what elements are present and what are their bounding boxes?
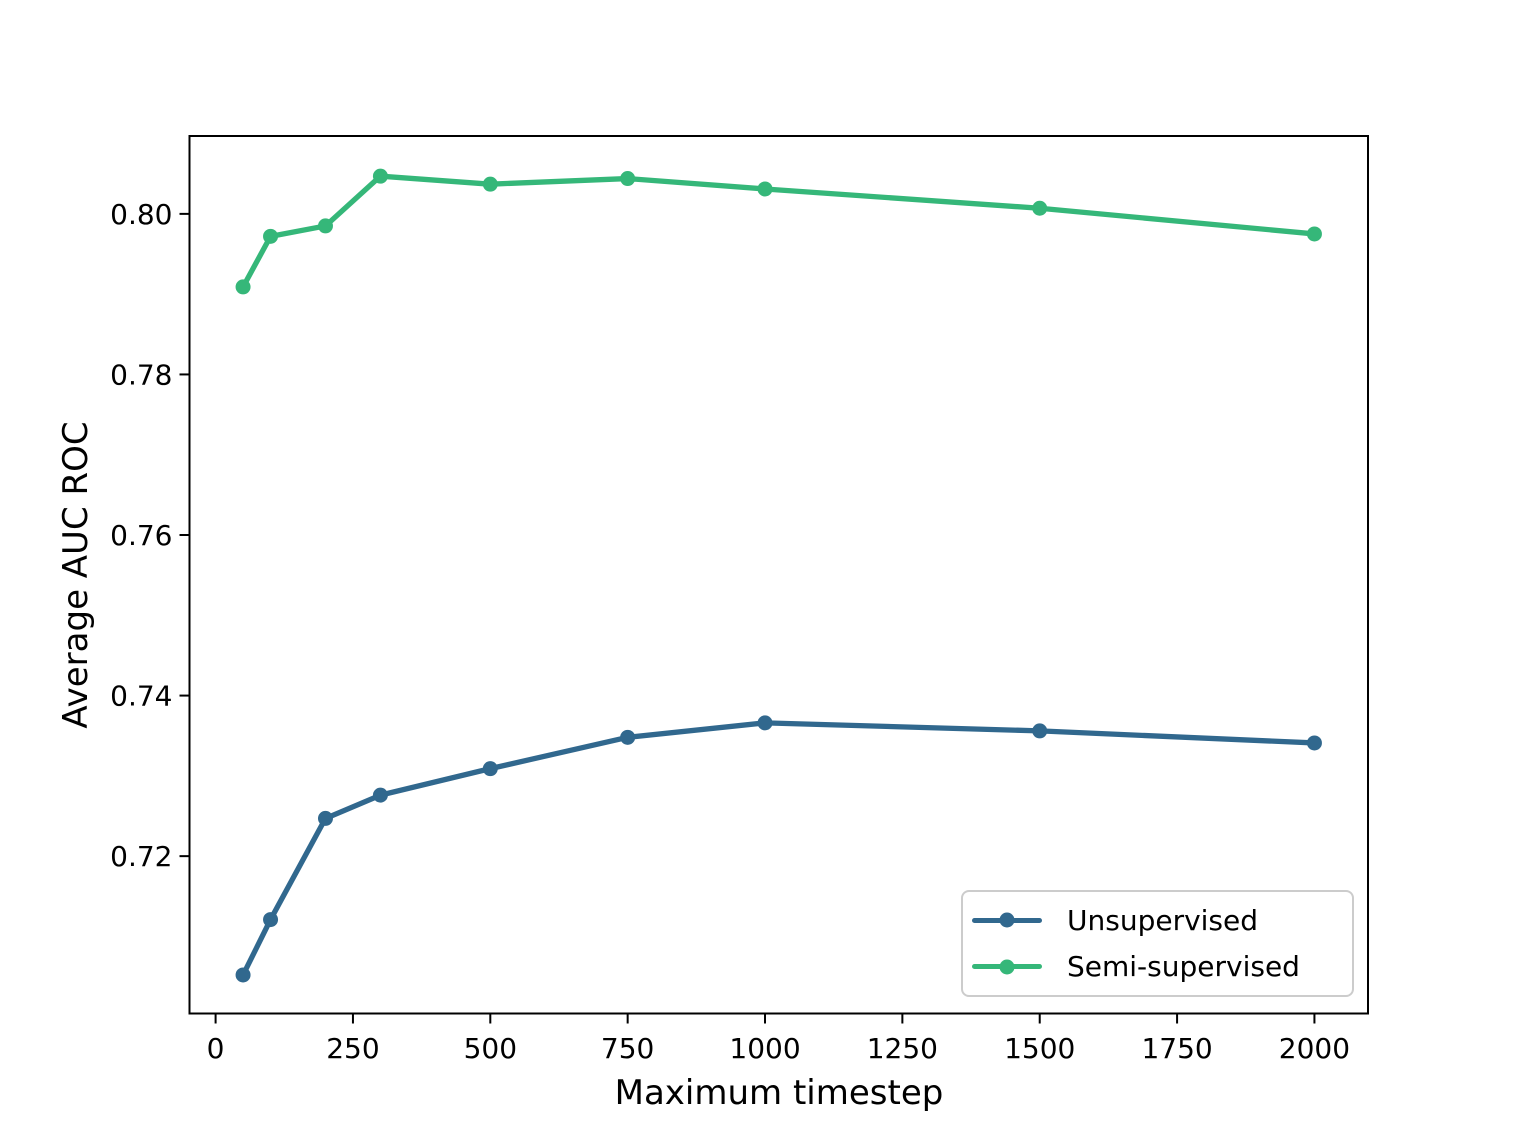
data-point <box>757 181 773 197</box>
x-tick-label: 1000 <box>729 1032 800 1065</box>
data-point <box>620 729 636 745</box>
data-point <box>317 810 333 826</box>
data-point <box>1306 735 1322 751</box>
x-tick-label: 500 <box>464 1032 517 1065</box>
data-point <box>235 279 251 295</box>
x-axis: 0 250 500 750 1000 1250 1500 1750 2000 <box>207 1014 1350 1065</box>
legend-item-unsupervised: Unsupervised <box>972 897 1352 944</box>
series-unsupervised <box>235 715 1322 983</box>
series-semi-supervised <box>235 168 1322 295</box>
data-point <box>317 218 333 234</box>
data-point <box>482 761 498 777</box>
data-point <box>1032 200 1048 216</box>
x-axis-title: Maximum timestep <box>614 1073 944 1113</box>
legend-item-semi-supervised: Semi-supervised <box>972 944 1352 991</box>
legend-label: Semi-supervised <box>1067 950 1300 984</box>
data-point <box>1306 226 1322 242</box>
y-tick-label: 0.74 <box>110 680 172 713</box>
legend-marker-icon <box>999 912 1015 928</box>
legend-line-sample <box>972 959 1042 975</box>
data-point <box>372 787 388 803</box>
data-point <box>1032 723 1048 739</box>
y-tick-label: 0.78 <box>110 358 172 391</box>
y-tick-label: 0.76 <box>110 519 172 552</box>
data-point <box>372 168 388 184</box>
data-point <box>482 176 498 192</box>
data-point <box>263 912 279 928</box>
series-line-semi-supervised <box>240 173 1318 290</box>
data-point <box>235 967 251 983</box>
y-axis-title: Average AUC ROC <box>56 421 96 729</box>
data-point <box>620 171 636 187</box>
legend-marker-icon <box>999 959 1015 975</box>
legend: Unsupervised Semi-supervised <box>961 890 1354 997</box>
y-axis: 0.72 0.74 0.76 0.78 0.80 <box>110 198 189 873</box>
x-tick-label: 2000 <box>1279 1032 1350 1065</box>
y-tick-label: 0.72 <box>110 840 172 873</box>
data-point <box>263 228 279 244</box>
legend-label: Unsupervised <box>1067 903 1259 937</box>
x-tick-label: 0 <box>207 1032 225 1065</box>
legend-line-sample <box>972 912 1042 928</box>
y-tick-label: 0.80 <box>110 198 172 231</box>
x-tick-label: 750 <box>601 1032 654 1065</box>
plot-border <box>188 135 1369 1015</box>
x-tick-label: 250 <box>326 1032 379 1065</box>
x-tick-label: 1750 <box>1141 1032 1212 1065</box>
data-point <box>757 715 773 731</box>
x-tick-label: 1500 <box>1004 1032 1075 1065</box>
x-tick-label: 1250 <box>867 1032 938 1065</box>
